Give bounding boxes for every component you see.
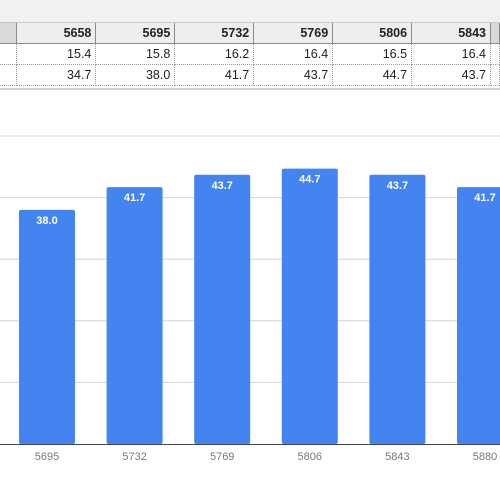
row-header-stub [0,64,18,86]
data-label: 44.7 [299,174,320,186]
table-cell[interactable]: 34.7 [16,64,97,86]
bar[interactable] [194,174,251,445]
table-cell[interactable]: 16.4 [411,43,491,65]
spreadsheet-grid: 5658 5695 5732 5769 5806 5843 15.4 15.8 … [0,0,500,90]
table-cell[interactable]: 41.7 [174,64,255,86]
header-cell[interactable]: 5769 [253,23,334,44]
table-cell[interactable]: 16.2 [174,43,255,65]
table-cell[interactable]: 15.4 [16,43,97,65]
x-tick-label: 5806 [298,451,322,463]
row-header-stub [0,43,18,65]
table-cell[interactable]: 16.5 [332,43,413,65]
table-cell[interactable]: 44.7 [332,64,413,86]
bar[interactable] [106,187,163,444]
x-tick-label: 5695 [35,451,59,463]
bar[interactable] [369,174,426,445]
x-tick-label: 5769 [210,451,234,463]
table-header-row: 5658 5695 5732 5769 5806 5843 [0,23,500,44]
bar[interactable] [19,209,75,444]
table-row: 34.7 38.0 41.7 43.7 44.7 43.7 [0,64,500,86]
table-cell[interactable]: 43.7 [411,64,491,86]
table-row: 15.4 15.8 16.2 16.4 16.5 16.4 [0,43,500,65]
bar[interactable] [457,187,500,444]
table-cell-partial[interactable] [490,43,500,65]
bar[interactable] [281,168,338,444]
header-cell[interactable]: 5843 [411,23,491,44]
table-cell[interactable]: 15.8 [95,43,176,65]
table-cell[interactable]: 16.4 [253,43,334,65]
data-label: 41.7 [124,192,145,204]
header-cell[interactable]: 5658 [16,23,97,44]
row-header-stub [0,23,18,44]
data-label: 43.7 [211,180,232,192]
table-cell[interactable]: 43.7 [253,64,334,86]
table-cell[interactable]: 38.0 [95,64,176,86]
data-table: 5658 5695 5732 5769 5806 5843 15.4 15.8 … [0,23,500,86]
data-label: 41.7 [474,192,495,204]
x-tick-label: 5880 [473,451,497,463]
table-cell-partial[interactable] [490,64,500,86]
header-cell[interactable]: 5806 [332,23,413,44]
header-cell-partial[interactable] [490,23,500,44]
data-label: 38.0 [36,215,57,227]
sheet-header-strip [0,0,500,23]
header-cell[interactable]: 5695 [95,23,176,44]
header-cell[interactable]: 5732 [174,23,255,44]
bar-chart[interactable]: 38.0 41.7 43.7 44.7 43.7 41.7 5695 5732 5769 580… [0,96,500,485]
sheet-divider [0,88,500,90]
data-label: 43.7 [387,180,408,192]
bar-chart-svg: 38.0 41.7 43.7 44.7 43.7 41.7 5695 5732 5769 580… [0,135,500,463]
x-tick-label: 5732 [122,451,146,463]
x-tick-label: 5843 [385,451,409,463]
